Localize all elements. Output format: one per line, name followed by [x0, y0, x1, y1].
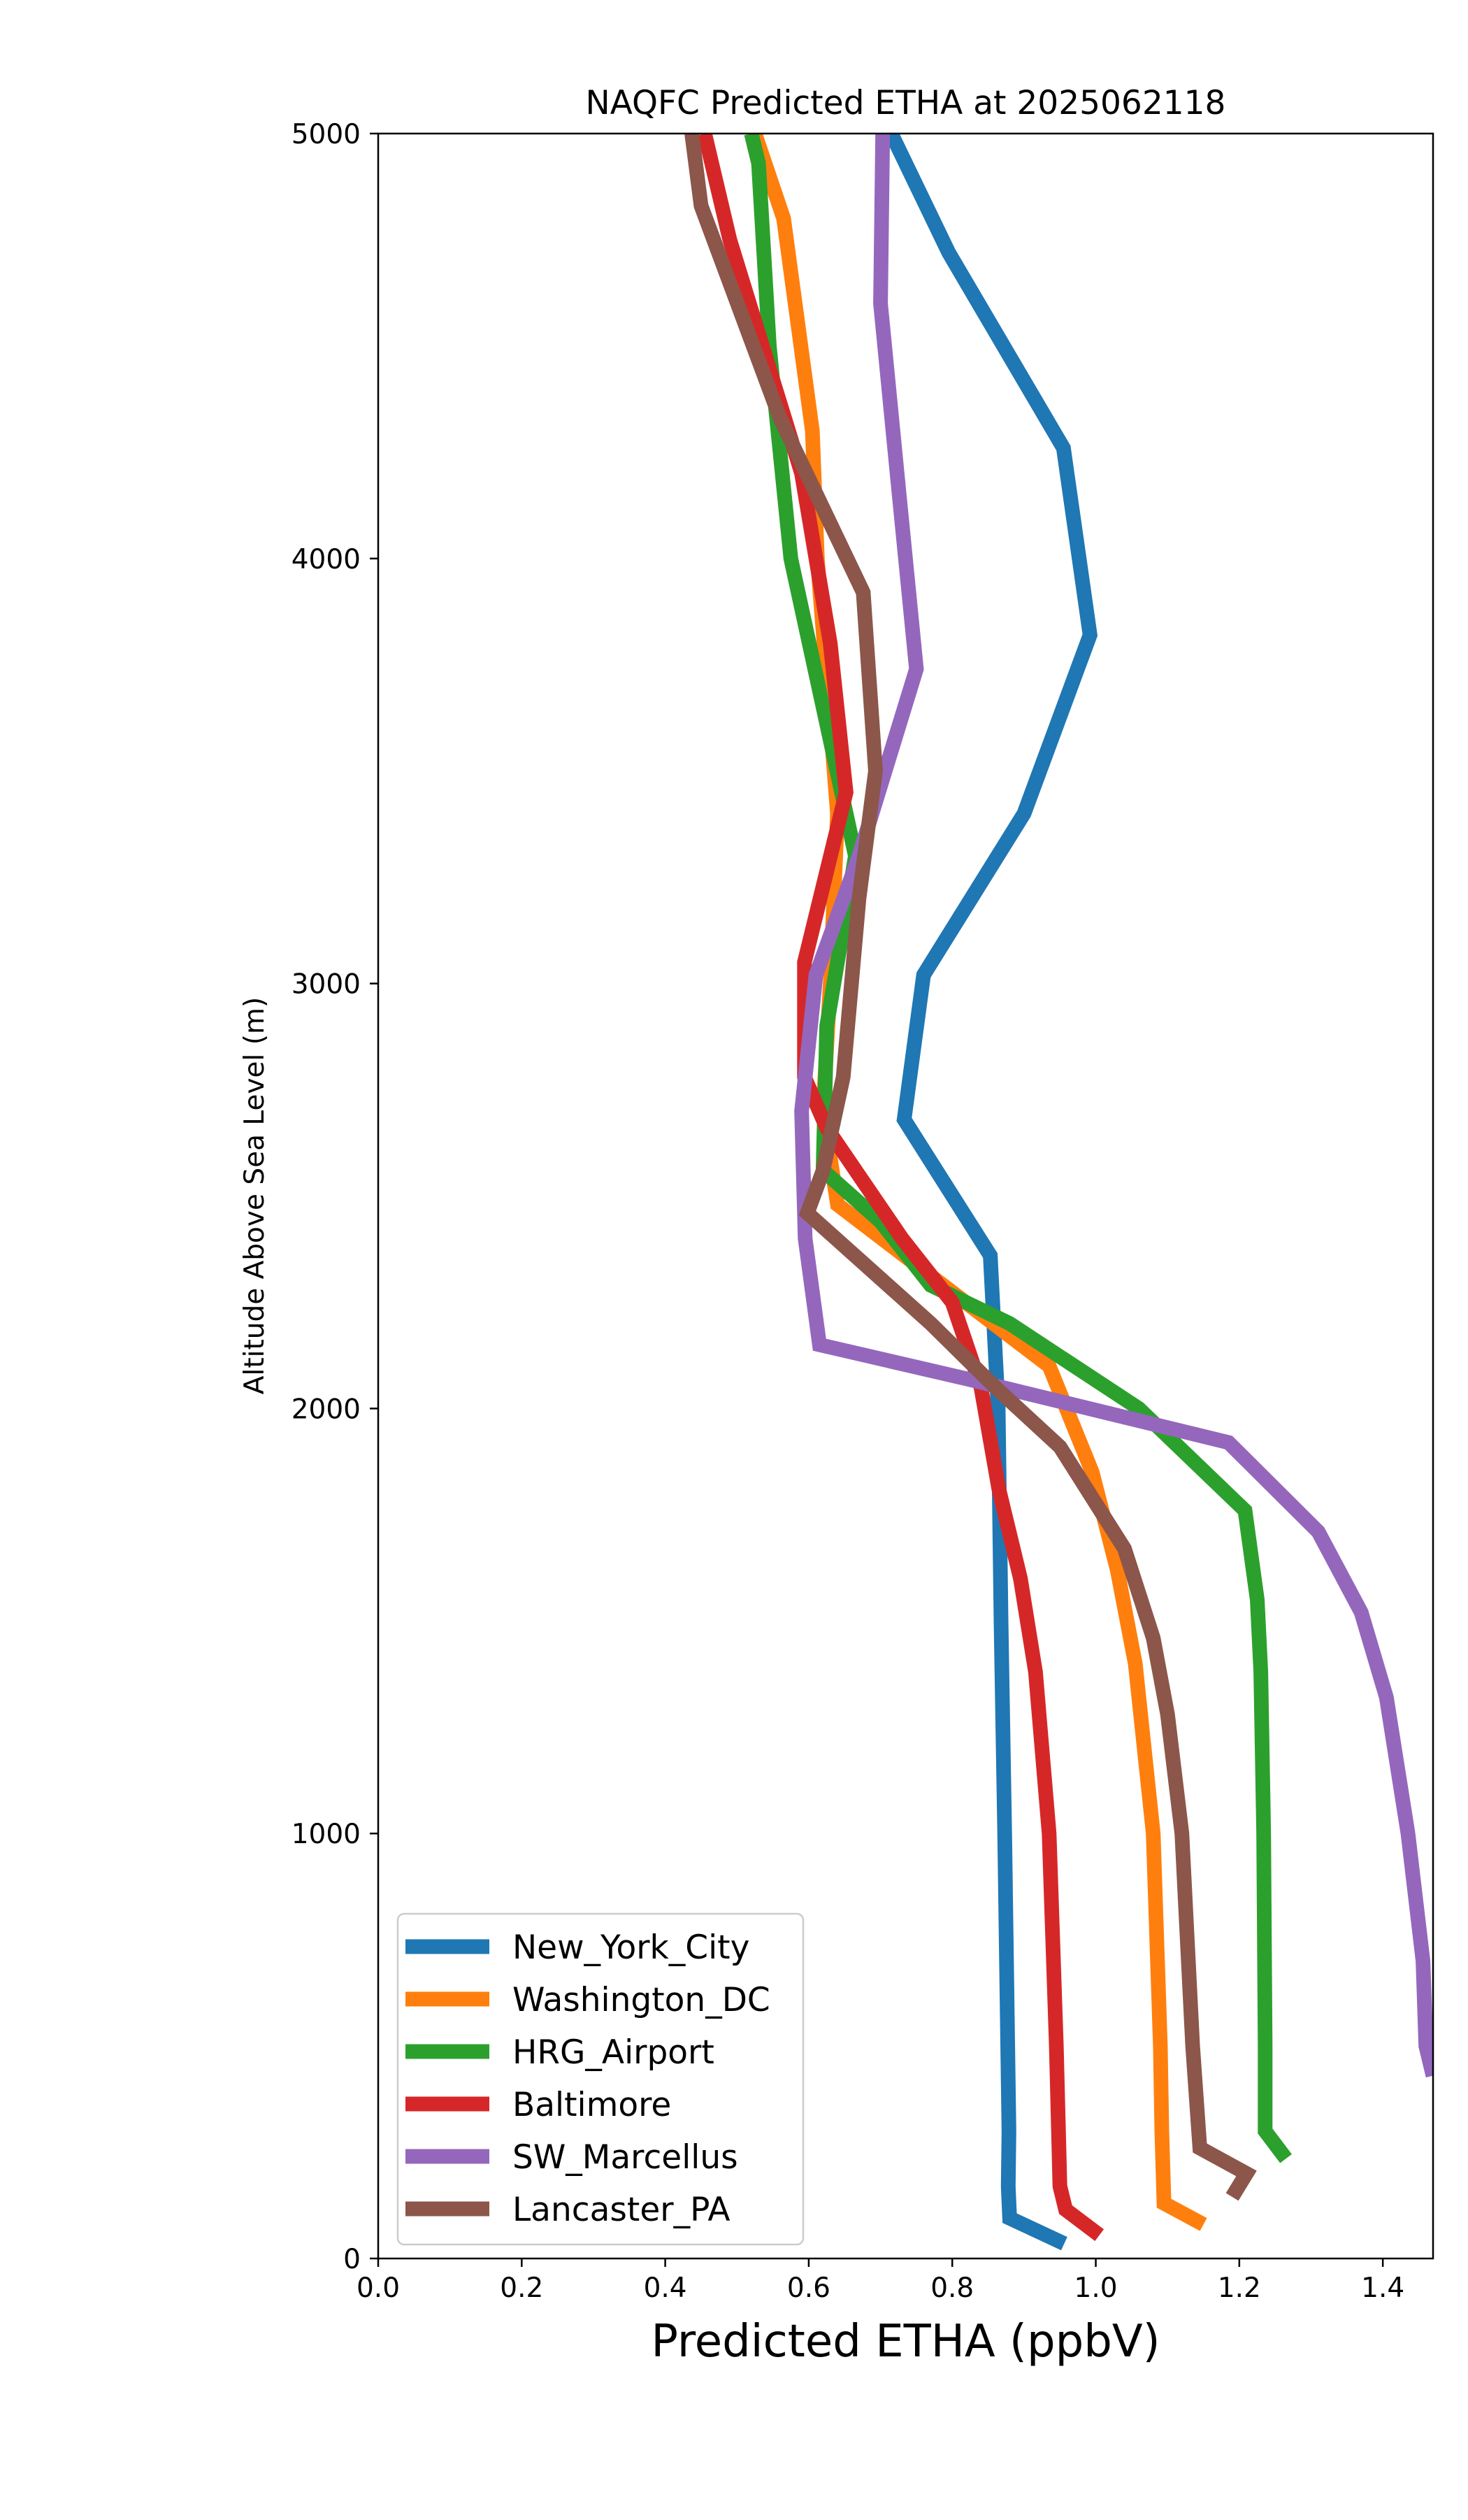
y-axis: 0 1000 2000 3000 4000 5000 [292, 119, 378, 2275]
x-tick-label: 1.4 [1361, 2272, 1404, 2304]
legend-label: HRG_Airport [512, 2033, 714, 2072]
series-line-baltimore [697, 134, 1104, 2241]
x-tick-label: 0.0 [357, 2272, 400, 2304]
y-tick-label: 3000 [292, 969, 361, 1001]
chart-title: NAQFC Predicted ETHA at 2025062118 [586, 84, 1226, 122]
y-tick-label: 4000 [292, 544, 361, 575]
y-tick-label: 2000 [292, 1394, 361, 1425]
y-tick-label: 5000 [292, 119, 361, 150]
y-tick-label: 1000 [292, 1819, 361, 1850]
x-tick-label: 0.2 [500, 2272, 543, 2304]
x-axis-label: Predicted ETHA (ppbV) [651, 2316, 1160, 2368]
legend-entries: New_York_City Washington_DC HRG_Airport Bal… [405, 1928, 770, 2229]
legend-label: SW_Marcellus [512, 2138, 738, 2177]
x-tick-label: 1.2 [1218, 2272, 1261, 2304]
y-axis-label: Altitude Above Sea Level (m) [239, 997, 271, 1394]
y-tick-label: 0 [343, 2244, 361, 2275]
legend-label: Washington_DC [512, 1981, 770, 2019]
legend-label: Lancaster_PA [512, 2191, 731, 2229]
legend: New_York_City Washington_DC HRG_Airport Bal… [396, 1912, 805, 2246]
x-tick-label: 0.8 [930, 2272, 974, 2304]
series-line-hrg-airport [744, 134, 1292, 2163]
x-tick-label: 0.6 [787, 2272, 830, 2304]
series-layer [684, 134, 1433, 2251]
series-line-sw-marcellus [794, 134, 1433, 2078]
legend-box [396, 1912, 805, 2246]
series-line-lancaster-pa [684, 134, 1257, 2201]
x-tick-label: 0.4 [644, 2272, 687, 2304]
x-axis: 0.0 0.2 0.4 0.6 0.8 1.0 1.2 1.4 [357, 2258, 1404, 2304]
legend-label: New_York_City [512, 1928, 749, 1967]
x-tick-label: 1.0 [1074, 2272, 1118, 2304]
legend-label: Baltimore [512, 2086, 671, 2124]
series-line-new-york-city [884, 134, 1098, 2251]
plot-frame [377, 132, 1434, 2260]
